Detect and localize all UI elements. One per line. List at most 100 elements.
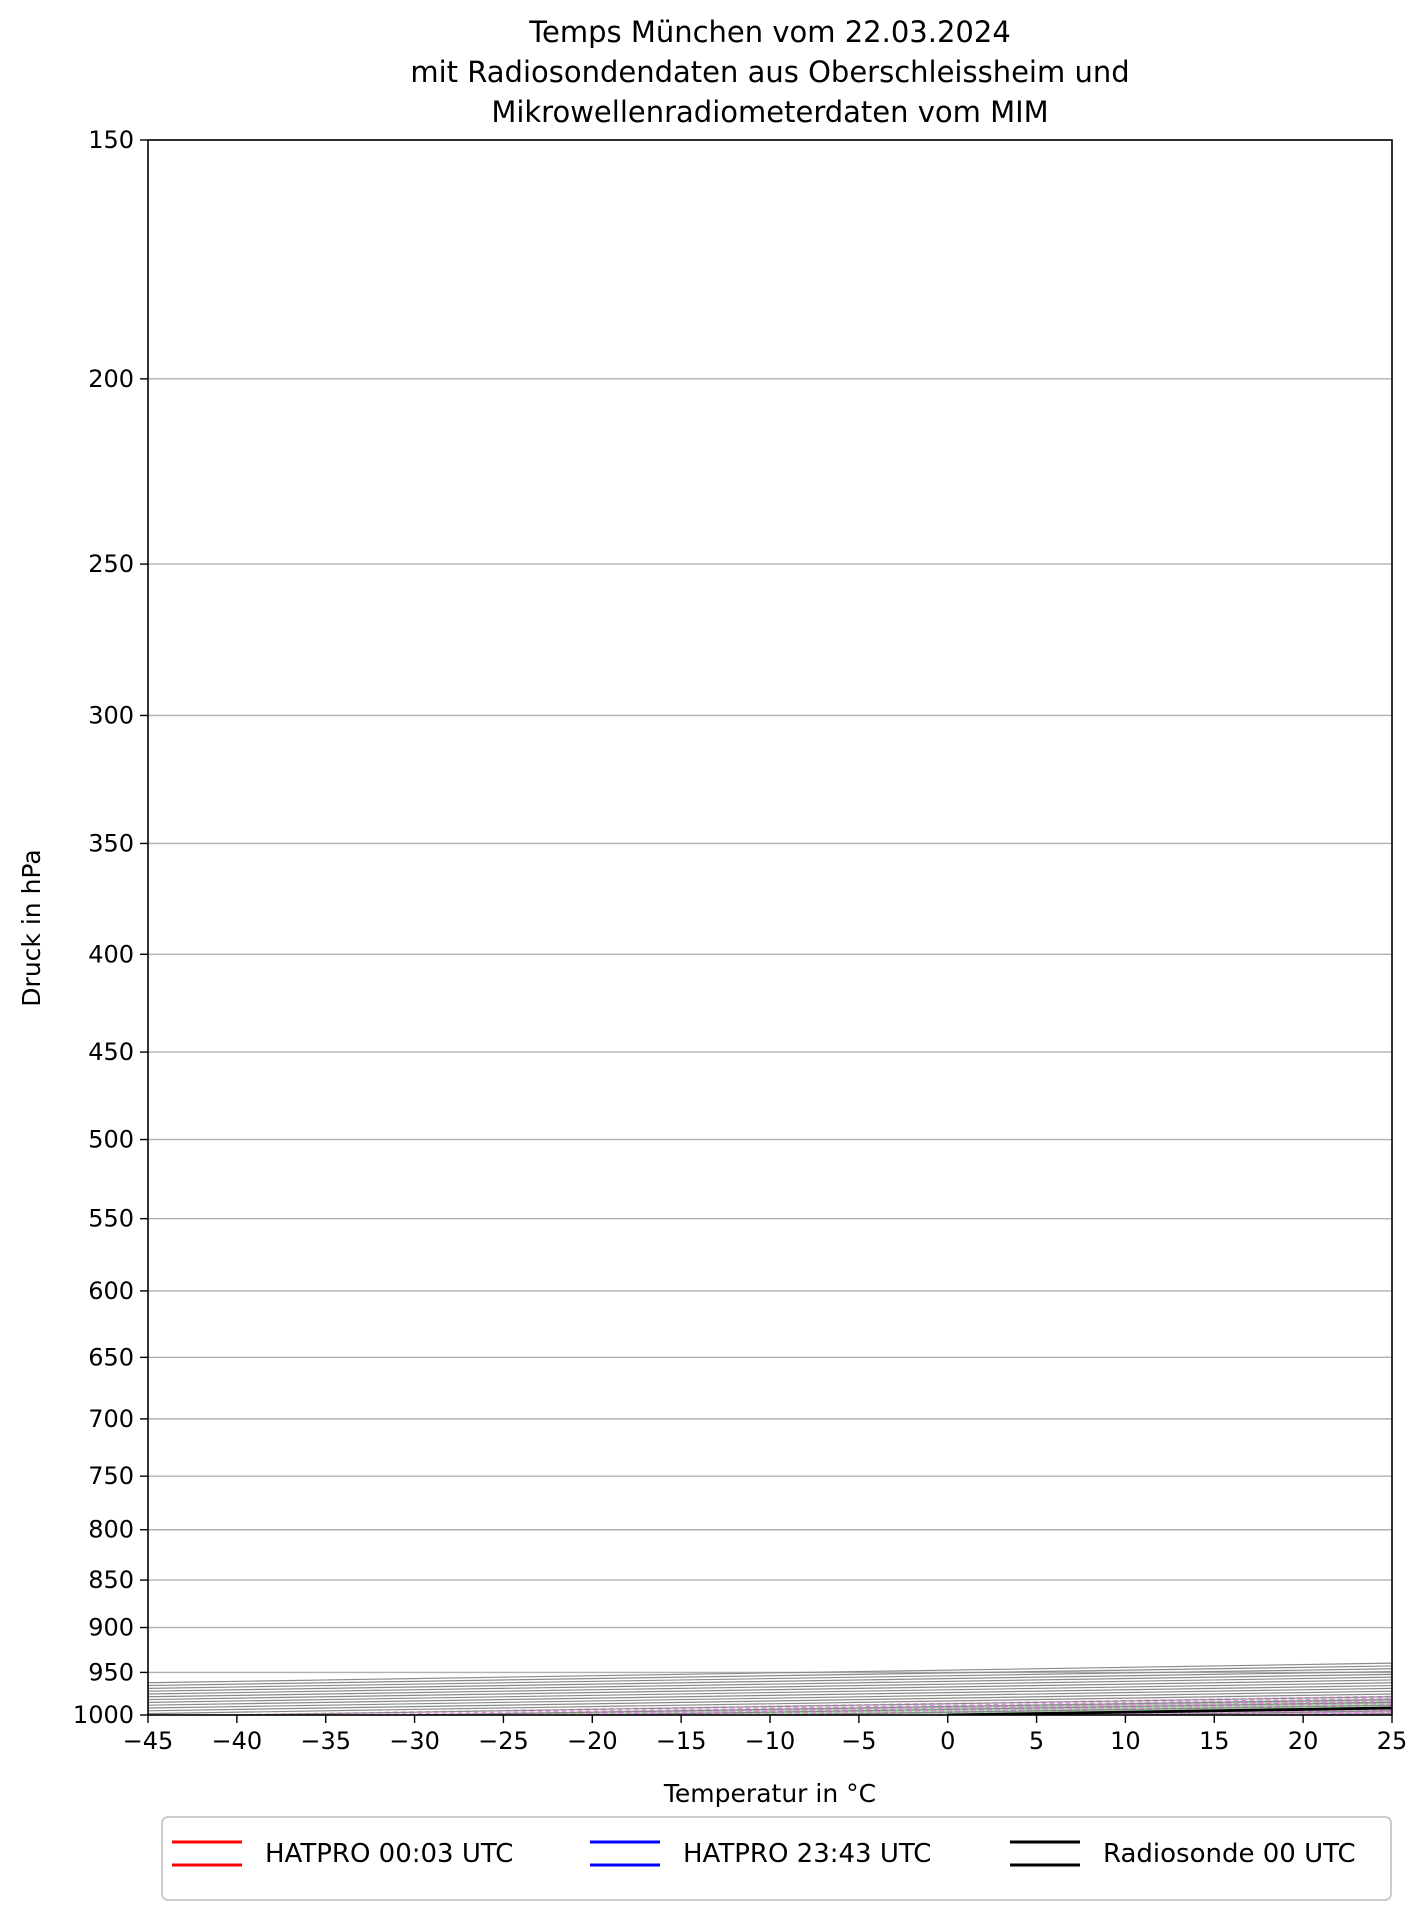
y-tick-label: 300 <box>88 701 134 729</box>
x-axis-label: Temperatur in °C <box>663 1779 876 1808</box>
dry-adiabat-line <box>947 1707 1392 1715</box>
x-tick-label: −5 <box>841 1727 876 1755</box>
mixing-ratio-line <box>958 1707 1392 1715</box>
grid-lines <box>148 140 1392 1715</box>
x-tick-label: −15 <box>656 1727 707 1755</box>
isotherm-line <box>148 1684 1392 1706</box>
dry-adiabat-line <box>414 1698 1392 1715</box>
moist-adiabat-line <box>947 1707 1392 1715</box>
mixing-ratio-line <box>208 1695 1392 1715</box>
moist-adiabats <box>414 1698 1392 1715</box>
moist-adiabat-line <box>503 1700 1392 1715</box>
legend: HATPRO 00:03 UTC HATPRO 23:43 UTC Radios… <box>161 1816 1392 1901</box>
mixing-ratio-line <box>889 1706 1392 1715</box>
isotherm-line <box>414 1698 1392 1715</box>
y-tick-label: 750 <box>88 1462 134 1490</box>
isotherm-line <box>148 1662 1392 1684</box>
chart-title-line-1: Temps München vom 22.03.2024 <box>528 15 1011 49</box>
isotherm-line <box>592 1701 1392 1715</box>
x-tick-label: −10 <box>745 1727 796 1755</box>
mixing-ratio-line <box>538 1700 1392 1715</box>
isotherm-line <box>148 1687 1392 1709</box>
chart-title-line-2: mit Radiosondendaten aus Oberschleisshei… <box>410 55 1129 89</box>
legend-label-radiosonde: Radiosonde 00 UTC <box>1103 1839 1356 1869</box>
mixing-ratio-line <box>1323 1713 1392 1715</box>
y-tick-label: 600 <box>88 1277 134 1305</box>
moist-adiabat-line <box>681 1703 1392 1715</box>
moist-adiabat-line <box>769 1704 1392 1715</box>
y-tick-label: 450 <box>88 1038 134 1066</box>
isotherm-line <box>148 1665 1392 1687</box>
mixing-ratio-line <box>329 1697 1392 1715</box>
y-tick-label: 550 <box>88 1205 134 1233</box>
y-tick-label: 400 <box>88 940 134 968</box>
x-tick-label: 0 <box>940 1727 955 1755</box>
x-tick-label: −25 <box>478 1727 529 1755</box>
dry-adiabat-line <box>1303 1713 1392 1715</box>
isotherm-line <box>236 1696 1392 1715</box>
mixing-ratio-line <box>1387 1714 1392 1715</box>
x-tick-label: 20 <box>1288 1727 1319 1755</box>
plot-frame <box>147 139 1393 1716</box>
chart-title-line-3: Mikrowellenradiometerdaten vom MIM <box>491 95 1048 129</box>
isotherm-line <box>947 1707 1392 1715</box>
isotherm-line <box>148 1682 1392 1703</box>
dry-adiabat-line <box>769 1704 1392 1715</box>
isotherm-line <box>148 1679 1392 1701</box>
moist-adiabat-line <box>1214 1711 1392 1715</box>
zero-degree-isotherm <box>947 1706 1392 1715</box>
isotherm-line <box>1125 1710 1392 1715</box>
y-axis-label: Druck in hPa <box>17 849 46 1006</box>
mixing-ratio-line <box>458 1699 1392 1715</box>
series-lines <box>947 1706 1392 1715</box>
isotherm-line <box>148 1668 1392 1689</box>
y-tick-label: 900 <box>88 1614 134 1642</box>
isotherm-line <box>148 1670 1392 1692</box>
moist-adiabat-line <box>592 1701 1392 1715</box>
dry-adiabat-line <box>592 1701 1392 1715</box>
mixing-ratio-line <box>1059 1709 1392 1715</box>
isotherm-line <box>148 1690 1392 1712</box>
y-axis-ticks: 1000 950 900 850 800 750 700 650 600 550 500 450 400… <box>73 126 148 1729</box>
x-tick-label: 25 <box>1377 1727 1408 1755</box>
skewed-isotherms <box>148 1662 1392 1715</box>
isotherm-line <box>148 1673 1392 1695</box>
y-tick-label: 850 <box>88 1566 134 1594</box>
dry-adiabat-line <box>1125 1710 1392 1715</box>
moist-adiabat-line <box>858 1705 1392 1715</box>
legend-label-hatpro-0003: HATPRO 00:03 UTC <box>265 1839 513 1869</box>
y-tick-label: 1000 <box>73 1701 134 1729</box>
isotherm-line <box>148 1693 1392 1715</box>
x-tick-label: −20 <box>567 1727 618 1755</box>
moist-adiabat-line <box>1391 1714 1392 1715</box>
dry-adiabats <box>414 1698 1392 1715</box>
isotherm-line <box>148 1676 1392 1698</box>
mixing-ratio-line <box>1134 1710 1392 1715</box>
y-tick-label: 350 <box>88 829 134 857</box>
mixing-ratio-line <box>730 1704 1392 1715</box>
x-tick-label: 15 <box>1199 1727 1230 1755</box>
x-tick-label: −40 <box>212 1727 263 1755</box>
x-tick-label: 10 <box>1110 1727 1141 1755</box>
y-tick-label: 950 <box>88 1658 134 1686</box>
y-tick-label: 250 <box>88 550 134 578</box>
x-tick-label: 5 <box>1029 1727 1044 1755</box>
x-tick-label: −45 <box>123 1727 174 1755</box>
y-tick-label: 650 <box>88 1343 134 1371</box>
legend-box <box>161 1816 1392 1901</box>
y-tick-label: 800 <box>88 1516 134 1544</box>
x-tick-label: −35 <box>300 1727 351 1755</box>
moist-adiabat-line <box>414 1698 1392 1715</box>
isotherm-line <box>769 1704 1392 1715</box>
x-tick-label: −30 <box>389 1727 440 1755</box>
y-tick-label: 700 <box>88 1405 134 1433</box>
plot-area <box>148 140 1392 1715</box>
y-tick-label: 150 <box>88 126 134 154</box>
moist-adiabat-line <box>1036 1708 1392 1715</box>
mixing-ratio-lines <box>208 1695 1392 1715</box>
moist-adiabat-line <box>1303 1713 1392 1715</box>
legend-label-hatpro-2343: HATPRO 23:43 UTC <box>683 1839 931 1869</box>
isotherm-line <box>1303 1712 1392 1715</box>
moist-adiabat-line <box>1125 1710 1392 1715</box>
